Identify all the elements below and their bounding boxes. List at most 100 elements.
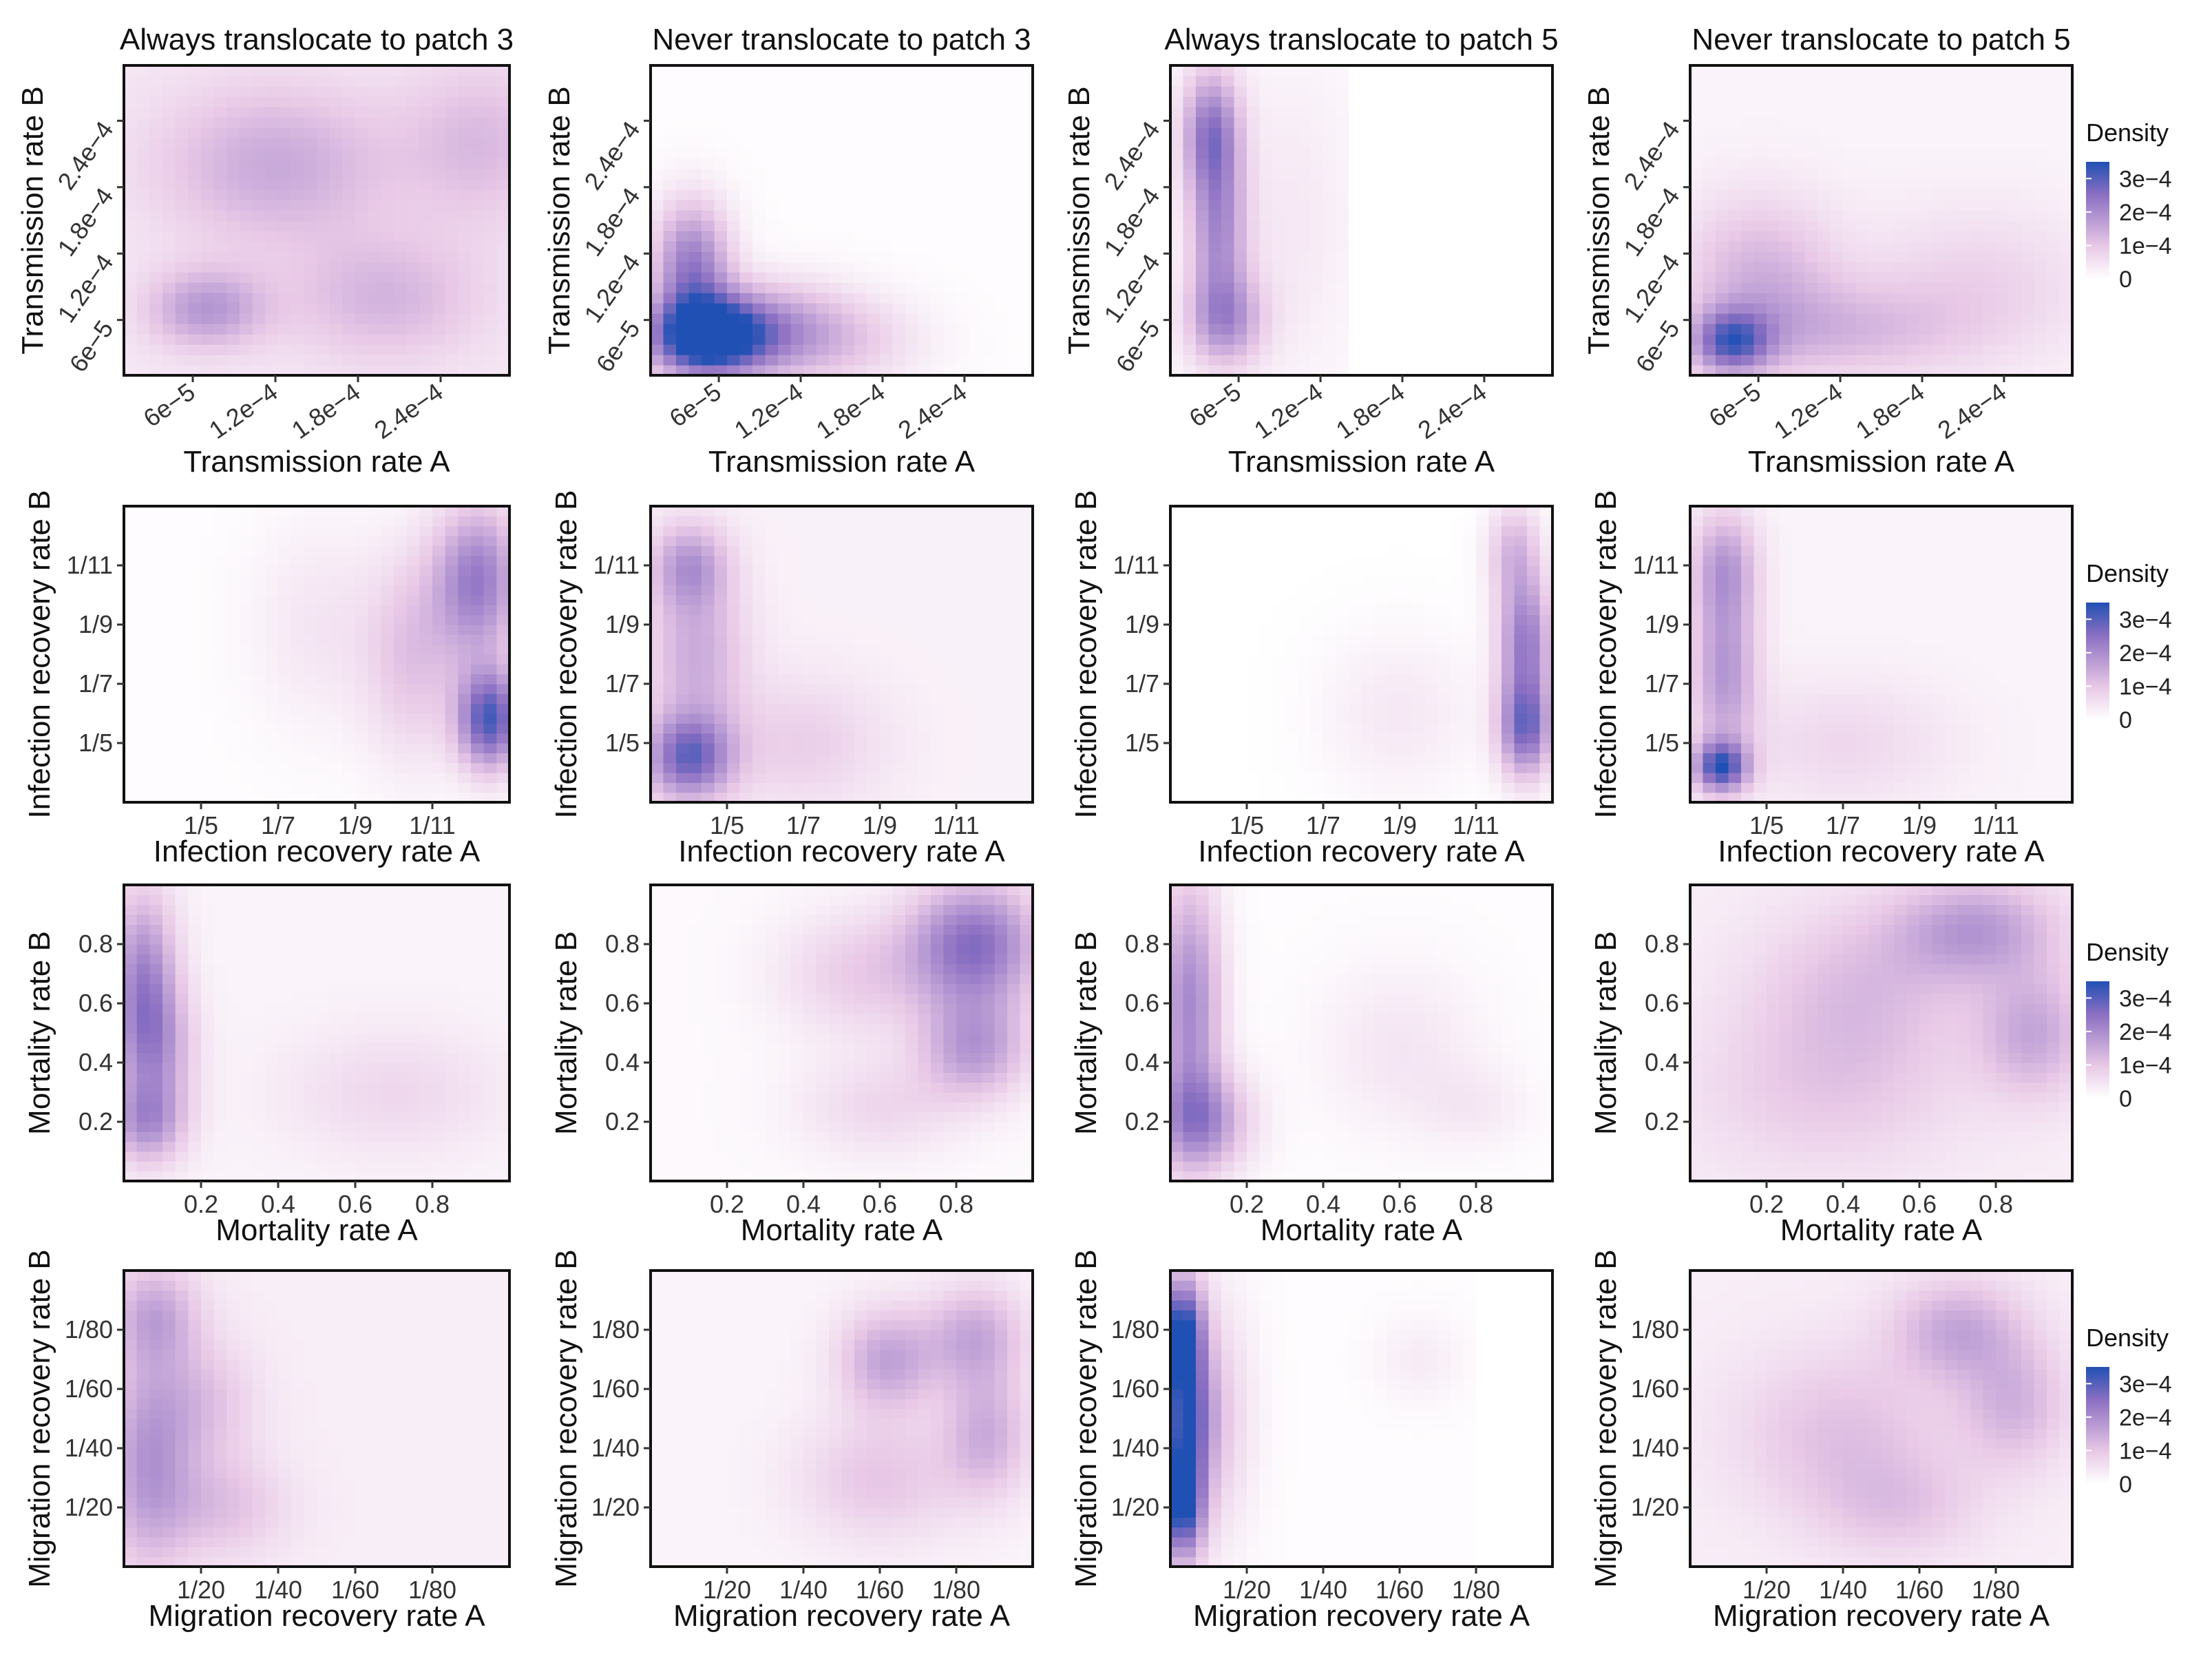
density-cell [175,303,189,314]
density-cell [1767,282,1780,293]
density-cell [291,231,304,242]
density-cell [956,169,970,180]
density-cell [765,251,779,262]
density-cell [445,220,459,231]
density-cell [406,723,420,734]
density-cell [342,365,356,376]
density-cell [1779,179,1793,190]
density-cell [1247,158,1261,169]
density-cell [188,355,202,366]
density-cell [162,575,176,586]
density-cell [790,703,804,714]
density-cell [471,179,485,190]
density-cell [739,525,753,536]
density-cell [2047,127,2061,138]
density-cell [969,210,982,221]
density-cell [752,516,766,527]
density-cell [739,96,753,107]
density-cell [1247,262,1261,273]
density-cell [1970,76,1984,87]
density-cell [1741,96,1755,107]
density-cell [688,664,702,675]
density-cell [381,65,394,76]
density-cell [1310,179,1324,190]
density-cell [213,96,227,107]
density-cell [1753,282,1767,293]
density-cell [1259,189,1273,200]
density-cell [1779,138,1793,149]
density-cell [162,585,176,596]
density-cell [1349,324,1362,335]
density-cell [1868,158,1882,169]
density-cell [201,605,215,616]
density-cell [2059,138,2073,149]
density-cell [752,565,766,576]
density-cell [175,792,189,803]
density-cell [2008,334,2022,345]
density-cell [329,773,343,783]
density-cell [905,272,919,283]
density-cell [240,344,253,355]
density-cell [1957,210,1971,221]
density-cell [406,365,420,376]
density-cell [1970,251,1984,262]
density-cell [2021,158,2035,169]
density-cell [496,753,510,764]
density-cell [1247,138,1261,149]
density-cell [803,782,817,793]
density-cell [445,76,459,87]
density-cell [651,654,664,665]
density-cell [329,86,343,97]
density-cell [931,231,945,242]
density-cell [663,555,677,566]
density-cell [124,673,138,685]
density-cell [240,684,253,694]
density-cell [201,792,215,803]
density-cell [688,200,702,211]
density-cell [213,117,227,128]
density-cell [1234,262,1247,273]
density-cell [1234,231,1247,242]
density-cell [1728,282,1742,293]
density-cell [1843,313,1857,324]
density-cell [124,324,138,335]
density-cell [854,158,868,169]
density-cell [1323,251,1337,262]
density-cell [496,545,510,556]
density-cell [816,324,830,335]
density-cell [2034,107,2047,118]
density-cell [124,262,138,273]
density-cell [1247,313,1261,324]
density-cell [2059,262,2073,273]
density-cell [329,753,343,764]
density-cell [651,773,664,783]
density-cell [956,127,970,138]
density-cell [1400,220,1413,231]
density-cell [342,334,356,345]
density-cell [727,241,741,252]
density-cell [1792,251,1806,262]
density-cell [240,762,253,773]
density-cell [1425,303,1439,314]
density-cell [1007,344,1021,355]
density-cell [342,251,356,262]
density-cell [419,272,433,283]
density-cell [854,210,868,221]
density-cell [368,713,381,724]
density-cell [406,545,420,556]
density-cell [265,614,279,625]
density-cell [394,723,408,734]
density-cell [496,148,510,159]
density-cell [240,324,253,335]
density-cell [496,684,510,694]
density-cell [956,96,970,107]
density-cell [1272,282,1286,293]
density-cell [471,753,485,764]
density-cell [201,555,215,566]
density-cell [394,506,408,516]
density-cell [1323,262,1337,273]
density-cell [368,762,381,773]
density-cell [1830,200,1844,211]
density-cell [1919,96,1933,107]
density-cell [1451,127,1464,138]
